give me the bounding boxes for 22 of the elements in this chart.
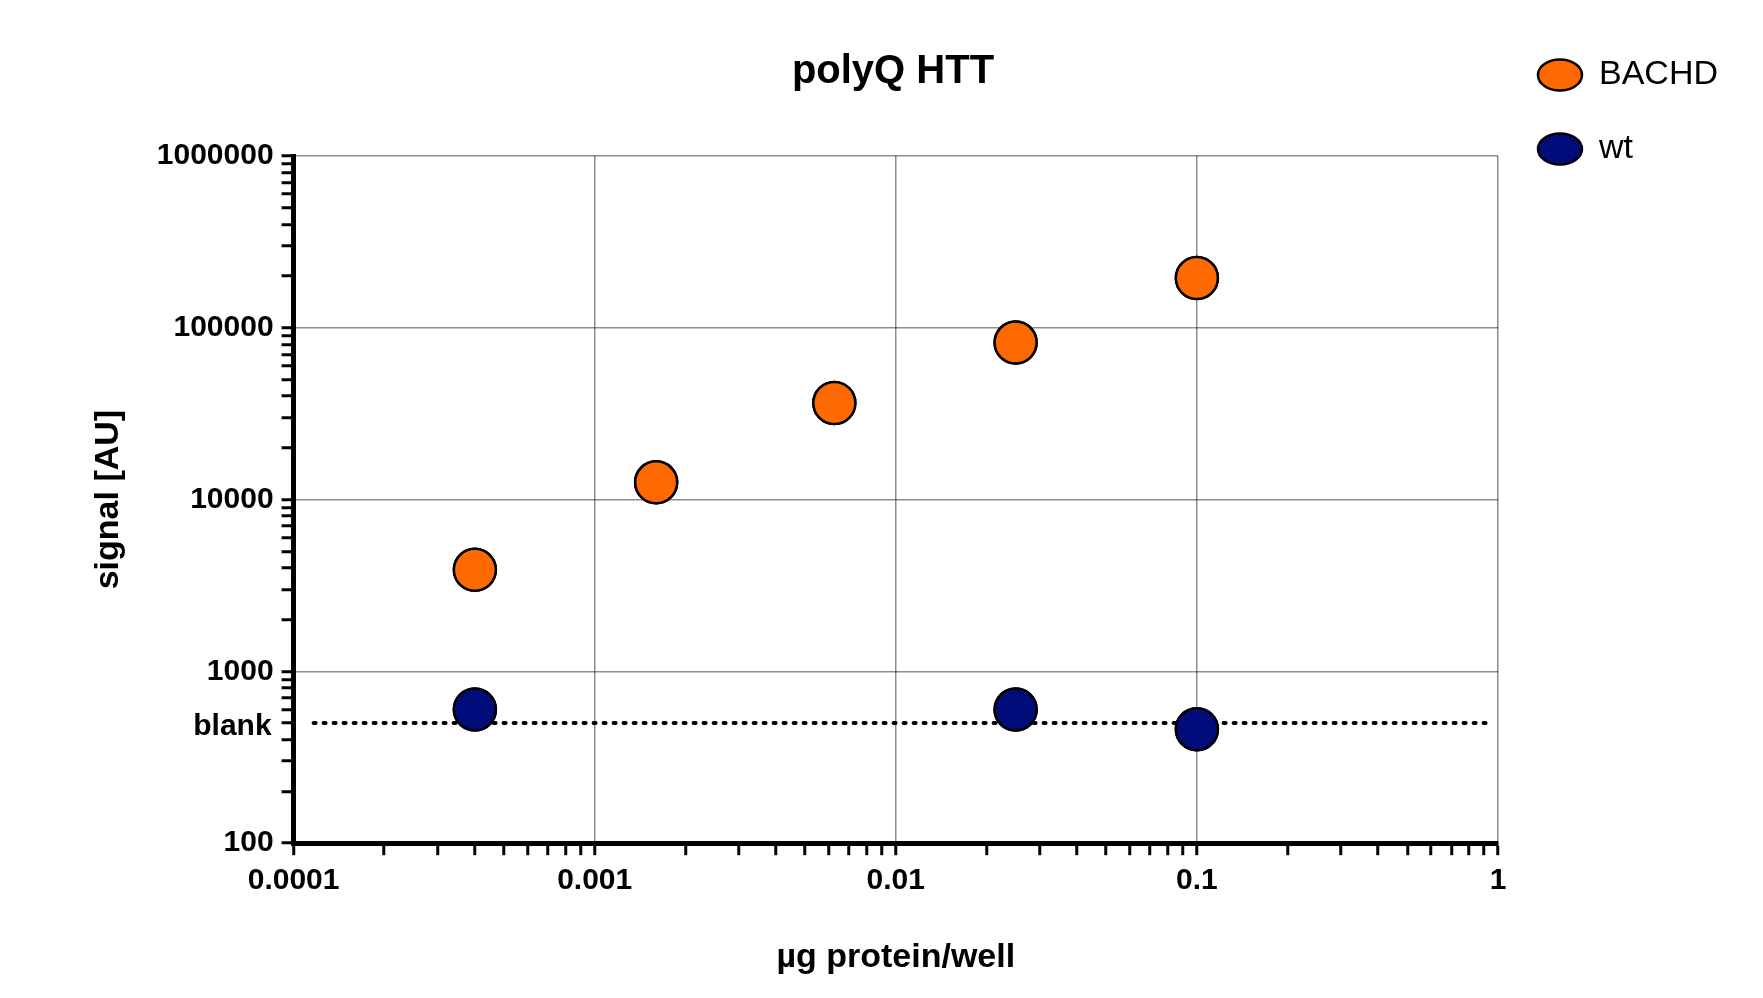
y-tick-label: 100 xyxy=(223,824,274,858)
y-axis-title: signal [AU] xyxy=(86,409,125,590)
x-axis-title: µg protein/well xyxy=(776,935,1016,974)
x-tick-label: 0.001 xyxy=(557,862,633,896)
y-tick-label: 1000 xyxy=(206,652,274,686)
x-tick-label: 1 xyxy=(1489,862,1507,896)
point xyxy=(452,687,498,732)
chart-title: polyQ HTT xyxy=(791,47,995,92)
y-tick-label: 1000000 xyxy=(156,137,274,171)
y-tick-label: 10000 xyxy=(190,480,274,514)
point xyxy=(812,380,857,426)
point xyxy=(633,460,679,505)
x-tick-label: 0.01 xyxy=(866,862,925,896)
legend-label: wt xyxy=(1597,127,1634,166)
y-tick-label: 100000 xyxy=(173,309,274,343)
point xyxy=(1174,255,1220,301)
x-tick-label: 0.1 xyxy=(1176,862,1218,896)
ref-line-label: blank xyxy=(193,708,272,742)
x-tick-label: 0.0001 xyxy=(247,862,340,896)
point xyxy=(993,320,1038,365)
point xyxy=(452,547,498,593)
legend-label: BACHD xyxy=(1598,53,1719,92)
